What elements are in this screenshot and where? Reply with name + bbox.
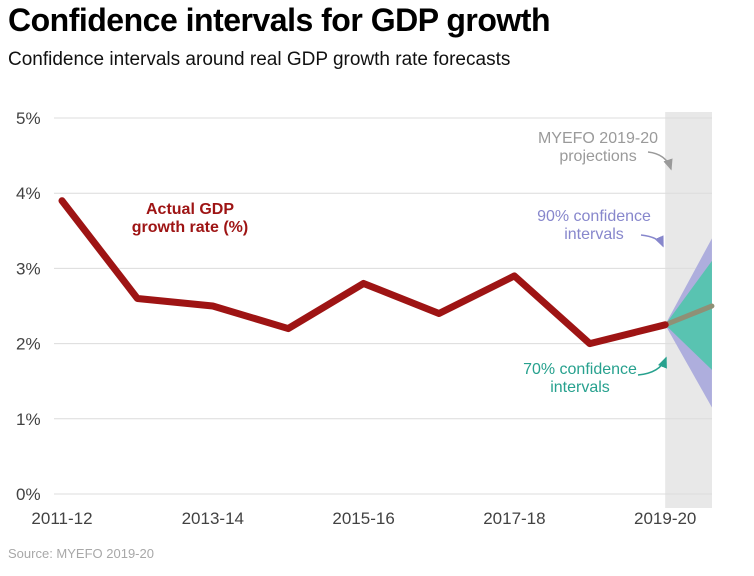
x-tick-label: 2019-20 (634, 509, 696, 528)
projections-label-2: projections (559, 148, 636, 165)
actual-line-label-2: growth rate (%) (132, 219, 248, 236)
x-tick-label: 2015-16 (332, 509, 394, 528)
x-tick-label: 2017-18 (483, 509, 545, 528)
ci90-arrow (640, 234, 664, 248)
y-axis-labels: 0% 1% 2% 3% 4% 5% (16, 109, 41, 504)
ci70-arrow (637, 356, 667, 376)
projection-line (662, 303, 715, 328)
actual-line-label-1: Actual GDP (146, 201, 234, 218)
actual-line (58, 197, 669, 348)
ci70-label-2: intervals (550, 379, 610, 396)
projections-arrow (647, 151, 673, 171)
y-tick-label: 2% (16, 335, 41, 354)
gridlines (54, 117, 712, 495)
x-axis-labels: 2011-12 2013-14 2015-16 2017-18 2019-20 (31, 509, 696, 528)
gdp-confidence-chart: 0% 1% 2% 3% 4% 5% 2011-12 2013-14 2015-16 2017-1… (16, 109, 715, 528)
ci70-label-1: 70% confidence (523, 361, 637, 378)
y-tick-label: 4% (16, 184, 41, 203)
y-tick-label: 5% (16, 109, 41, 128)
projections-label-1: MYEFO 2019-20 (538, 130, 658, 147)
page-subtitle: Confidence intervals around real GDP gro… (8, 49, 511, 70)
x-tick-label: 2013-14 (182, 509, 244, 528)
x-tick-label: 2011-12 (31, 509, 92, 528)
page-title: Confidence intervals for GDP growth (8, 2, 550, 38)
y-tick-label: 3% (16, 259, 41, 278)
ci90-label-2: intervals (564, 226, 624, 243)
y-tick-label: 1% (16, 410, 41, 429)
y-tick-label: 0% (16, 485, 41, 504)
source-note: Source: MYEFO 2019-20 (8, 546, 154, 561)
ci90-label-1: 90% confidence (537, 208, 651, 225)
